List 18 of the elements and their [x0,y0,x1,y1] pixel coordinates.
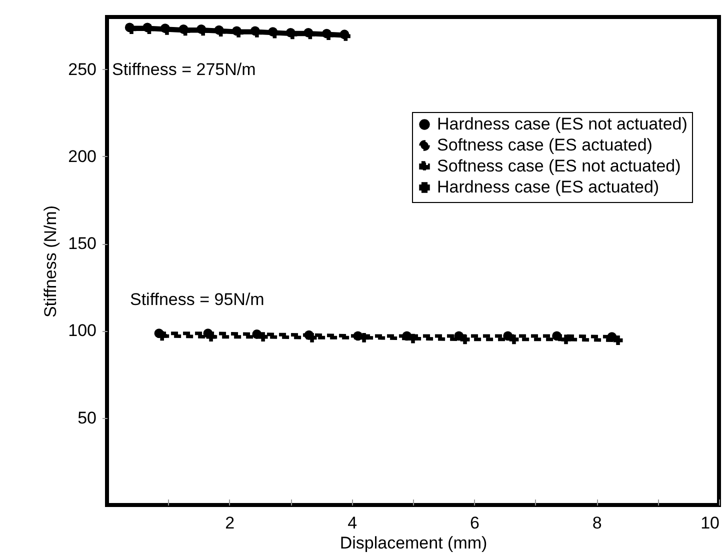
x-axis-title: Displacement (mm) [340,534,488,552]
y-tick-label: 250 [68,60,96,79]
y-tick-label: 150 [68,234,96,254]
legend-label: Softness case (ES not actuated) [437,156,681,176]
x-tick-label: 8 [592,514,602,532]
legend-label: Hardness case (ES not actuated) [437,114,688,134]
y-tick-label: 200 [68,146,96,166]
x-tick-label: 10 [700,514,720,532]
x-tick-label: 4 [348,514,358,532]
legend-label: Hardness case (ES actuated) [437,178,660,196]
x-tick-label: 6 [470,514,480,532]
y-tick-label: 100 [68,321,96,340]
y-tick-label: 50 [78,408,96,428]
legend-label: Softness case (ES actuated) [437,136,652,154]
y-axis-title: Stiffness (N/m) [41,205,60,318]
annotation: Stiffness = 95N/m [130,290,264,309]
x-tick-label: 2 [225,514,235,532]
annotation: Stiffness = 275N/m [112,60,256,79]
